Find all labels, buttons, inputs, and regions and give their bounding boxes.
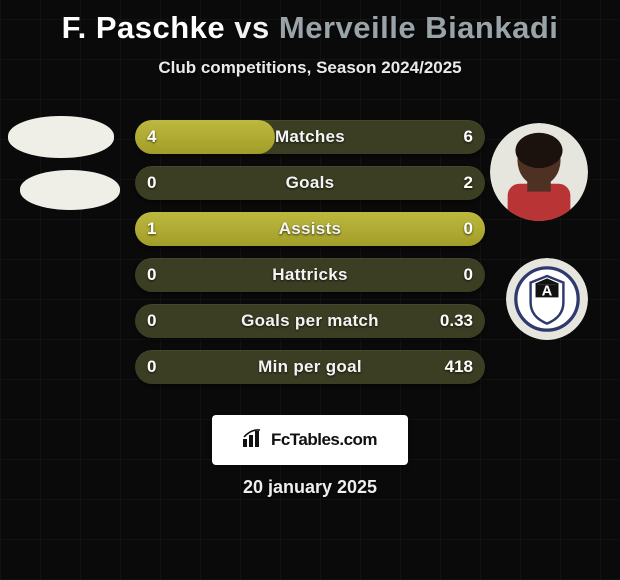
stat-value-right: 2	[464, 166, 473, 200]
player1-name: F. Paschke	[62, 10, 226, 45]
stat-bar: Goals per match0 0.33	[135, 304, 485, 338]
stat-bar-label: Goals	[135, 166, 485, 200]
player2-club-crest: A	[506, 258, 588, 340]
vs-text: vs	[234, 10, 269, 45]
stat-value-left: 0	[147, 258, 156, 292]
stat-bar-label: Goals per match	[135, 304, 485, 338]
svg-text:A: A	[542, 284, 553, 300]
stat-bar-label: Matches	[135, 120, 485, 154]
snapshot-date: 20 january 2025	[0, 477, 620, 498]
stat-bar-label: Assists	[135, 212, 485, 246]
stats-bars: Matches46Goals02Assists10Hattricks00Goal…	[135, 120, 485, 396]
stat-bar: Hattricks0 0	[135, 258, 485, 292]
stat-bar: Matches4 6	[135, 120, 485, 154]
fctables-logo-icon	[243, 429, 265, 452]
stat-value-left: 0	[147, 350, 156, 384]
stat-value-right: 418	[445, 350, 473, 384]
fctables-text: FcTables.com	[271, 430, 377, 450]
player2-name: Merveille Biankadi	[279, 10, 559, 45]
stat-bar: Goals0 2	[135, 166, 485, 200]
player2-avatar	[490, 123, 588, 221]
stat-bar: Min per goal0 418	[135, 350, 485, 384]
stat-value-left: 1	[147, 212, 156, 246]
stat-value-left: 0	[147, 166, 156, 200]
fctables-badge: FcTables.com	[212, 415, 408, 465]
comparison-title: F. Paschke vs Merveille Biankadi	[0, 0, 620, 46]
stat-value-right: 0.33	[440, 304, 473, 338]
stat-value-left: 4	[147, 120, 156, 154]
stat-bar-label: Hattricks	[135, 258, 485, 292]
stat-value-right: 0	[464, 212, 473, 246]
stat-value-left: 0	[147, 304, 156, 338]
subtitle: Club competitions, Season 2024/2025	[0, 58, 620, 78]
stat-value-right: 0	[464, 258, 473, 292]
stat-bar-label: Min per goal	[135, 350, 485, 384]
player1-club-placeholder	[20, 170, 120, 210]
player1-avatar-placeholder	[8, 116, 114, 158]
stat-value-right: 6	[464, 120, 473, 154]
stat-bar: Assists1 0	[135, 212, 485, 246]
